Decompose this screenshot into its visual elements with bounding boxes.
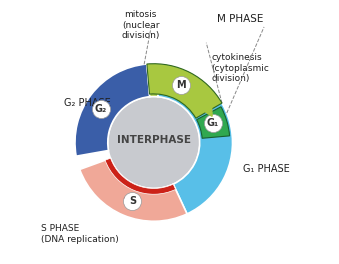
Text: S PHASE
(DNA replication): S PHASE (DNA replication) bbox=[41, 224, 119, 244]
Text: G₂: G₂ bbox=[95, 105, 107, 115]
Wedge shape bbox=[147, 64, 222, 118]
Polygon shape bbox=[208, 155, 221, 170]
Polygon shape bbox=[94, 101, 106, 116]
Wedge shape bbox=[105, 158, 176, 194]
Polygon shape bbox=[124, 197, 139, 209]
Wedge shape bbox=[158, 64, 233, 214]
Wedge shape bbox=[197, 107, 230, 138]
Circle shape bbox=[108, 97, 200, 188]
Text: INTERPHASE: INTERPHASE bbox=[117, 135, 191, 145]
Wedge shape bbox=[80, 158, 187, 221]
Text: M PHASE: M PHASE bbox=[217, 14, 263, 24]
Text: G₁ PHASE: G₁ PHASE bbox=[243, 164, 290, 174]
Text: mitosis
(nuclear
division): mitosis (nuclear division) bbox=[121, 10, 160, 40]
Wedge shape bbox=[147, 64, 161, 97]
Polygon shape bbox=[200, 102, 212, 116]
Text: S: S bbox=[129, 196, 136, 206]
Text: G₁: G₁ bbox=[207, 118, 219, 128]
Text: cytokinesis
(cytoplasmic
division): cytokinesis (cytoplasmic division) bbox=[212, 53, 270, 83]
Text: G₂ PHASE: G₂ PHASE bbox=[64, 98, 111, 108]
Text: M: M bbox=[176, 80, 185, 90]
Wedge shape bbox=[75, 64, 150, 156]
